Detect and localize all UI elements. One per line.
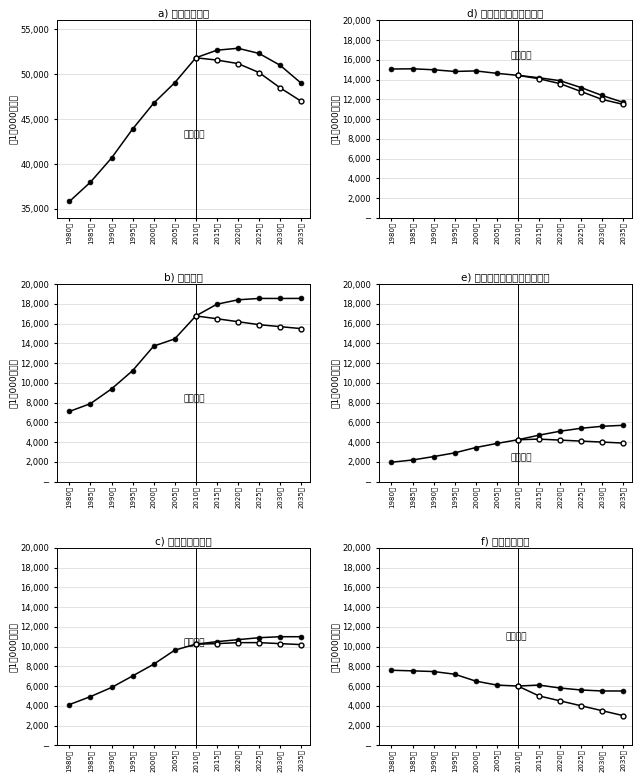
Text: 参考推計: 参考推計	[510, 51, 532, 61]
Text: 参考推計: 参考推計	[183, 638, 205, 647]
Text: 参考推計: 参考推計	[510, 453, 532, 463]
Text: 参考推計: 参考推計	[505, 633, 527, 641]
Y-axis label: （1，000世帯）: （1，000世帯）	[8, 94, 17, 144]
Title: f) その他の世帯: f) その他の世帯	[481, 536, 529, 546]
Text: 参考推計: 参考推計	[183, 394, 205, 403]
Y-axis label: （1，000世帯）: （1，000世帯）	[330, 622, 339, 672]
Title: a) 一般世帯総数: a) 一般世帯総数	[157, 9, 209, 19]
Title: d) 夫婦と子からなる世帯: d) 夫婦と子からなる世帯	[467, 9, 543, 19]
Y-axis label: （1，000世帯）: （1，000世帯）	[330, 94, 339, 144]
Title: e) ひとり親と子から成る世帯: e) ひとり親と子から成る世帯	[461, 272, 550, 282]
Y-axis label: （1，000世帯）: （1，000世帯）	[8, 358, 17, 408]
Y-axis label: （1，000世帯）: （1，000世帯）	[330, 358, 339, 408]
Text: 参考推計: 参考推計	[183, 130, 205, 140]
Y-axis label: （1，000世帯）: （1，000世帯）	[8, 622, 17, 672]
Title: c) 夫婦のみの世帯: c) 夫婦のみの世帯	[155, 536, 212, 546]
Title: b) 単独世帯: b) 単独世帯	[164, 272, 203, 282]
